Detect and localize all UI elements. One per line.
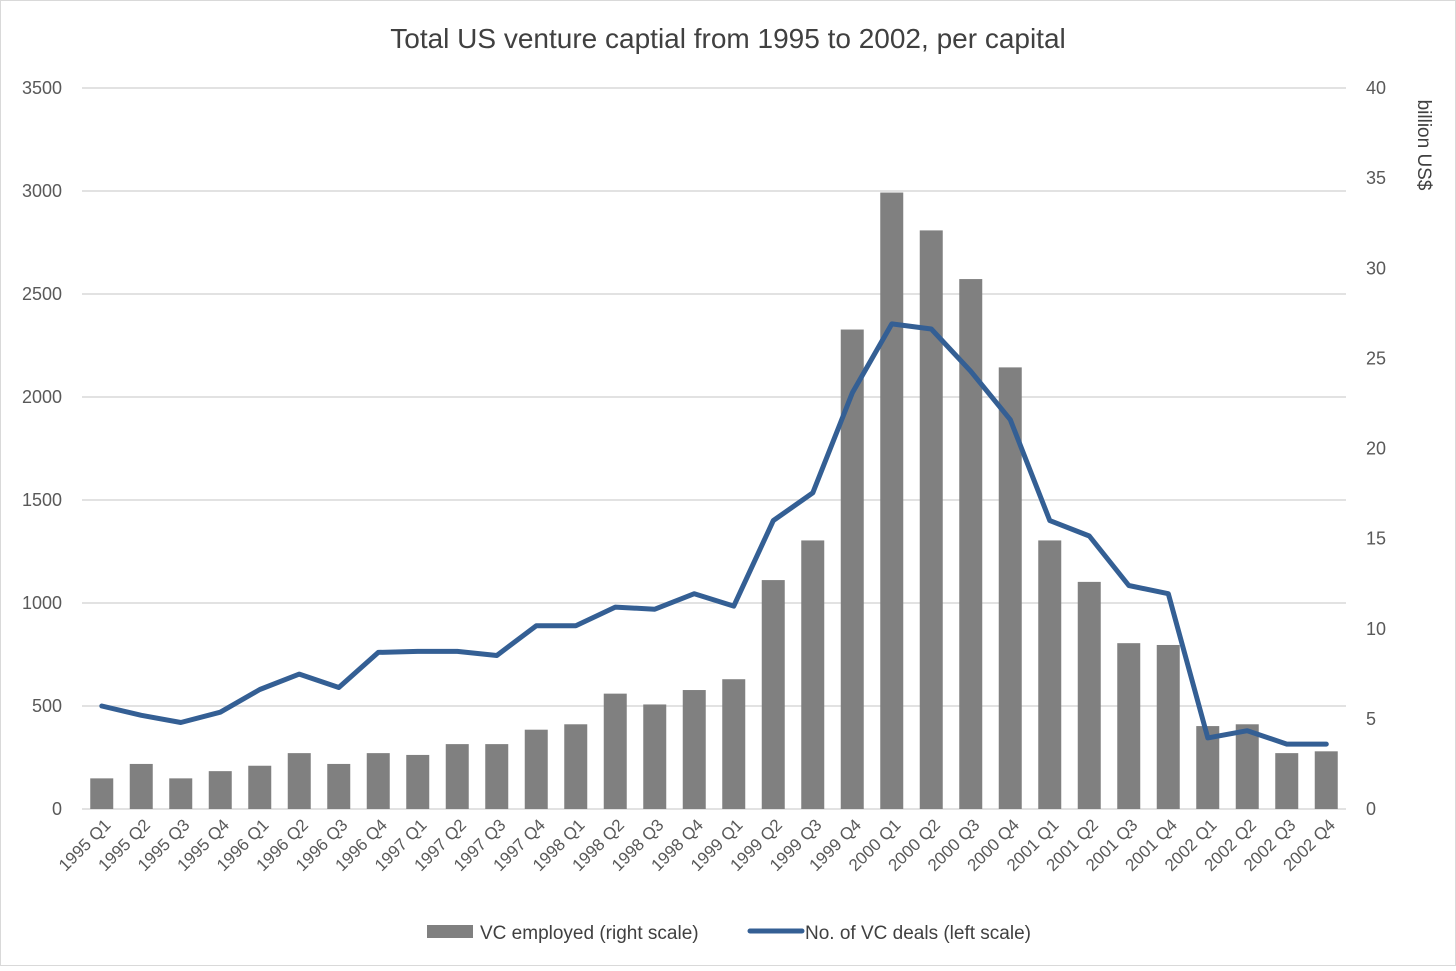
bar [761, 580, 785, 809]
bar [1235, 724, 1259, 809]
bar [959, 279, 983, 809]
left-tick-label: 1000 [22, 593, 62, 613]
left-tick-label: 500 [32, 696, 62, 716]
legend-bar-label: VC employed (right scale) [480, 923, 699, 944]
bar [1314, 751, 1338, 809]
left-tick-label: 2500 [22, 284, 62, 304]
bar [643, 704, 667, 809]
left-tick-label: 3500 [22, 78, 62, 98]
legend-line-label: No. of VC deals (left scale) [805, 923, 1031, 944]
right-tick-label: 5 [1366, 709, 1376, 729]
legend-bar-swatch [427, 925, 473, 938]
left-tick-label: 1500 [22, 490, 62, 510]
bar [485, 744, 509, 809]
bar [445, 744, 469, 809]
right-tick-label: 40 [1366, 78, 1386, 98]
bar [327, 763, 351, 809]
right-tick-label: 30 [1366, 258, 1386, 278]
bar [169, 778, 193, 809]
left-tick-label: 3000 [22, 181, 62, 201]
bar [998, 367, 1022, 809]
bar [366, 753, 390, 809]
line-series [99, 321, 1329, 747]
right-tick-label: 20 [1366, 439, 1386, 459]
right-tick-label: 15 [1366, 529, 1386, 549]
legend: VC employed (right scale) No. of VC deal… [427, 923, 1031, 944]
bar [1156, 644, 1180, 809]
bar [919, 230, 943, 809]
left-axis-ticks: 0 500 1000 1500 2000 2500 3000 3500 [22, 78, 62, 819]
bar [564, 724, 588, 809]
bar [208, 771, 232, 809]
right-tick-label: 25 [1366, 348, 1386, 368]
right-axis-ticks: 0 5 10 15 20 25 30 35 40 [1366, 78, 1386, 819]
bar [248, 765, 272, 809]
bar [129, 763, 153, 809]
bar [1117, 643, 1141, 809]
chart-title: Total US venture captial from 1995 to 20… [390, 23, 1066, 54]
deals-line [99, 321, 1329, 747]
bar [722, 679, 746, 809]
bar [287, 753, 311, 809]
bar [1077, 581, 1101, 809]
right-tick-label: 0 [1366, 799, 1376, 819]
right-tick-label: 35 [1366, 168, 1386, 188]
right-tick-label: 10 [1366, 619, 1386, 639]
right-axis-title: billion US$ [1413, 100, 1434, 191]
bar [406, 754, 430, 809]
bar [682, 690, 706, 809]
bar [840, 329, 864, 809]
bar [524, 729, 548, 809]
left-tick-label: 2000 [22, 387, 62, 407]
bar-series [90, 192, 1338, 810]
bar [1275, 753, 1299, 809]
bar [90, 778, 114, 809]
bar [603, 693, 627, 809]
bar [1038, 540, 1062, 809]
bar [880, 192, 904, 810]
bar [801, 540, 825, 809]
left-tick-label: 0 [52, 799, 62, 819]
bar [1196, 726, 1220, 809]
